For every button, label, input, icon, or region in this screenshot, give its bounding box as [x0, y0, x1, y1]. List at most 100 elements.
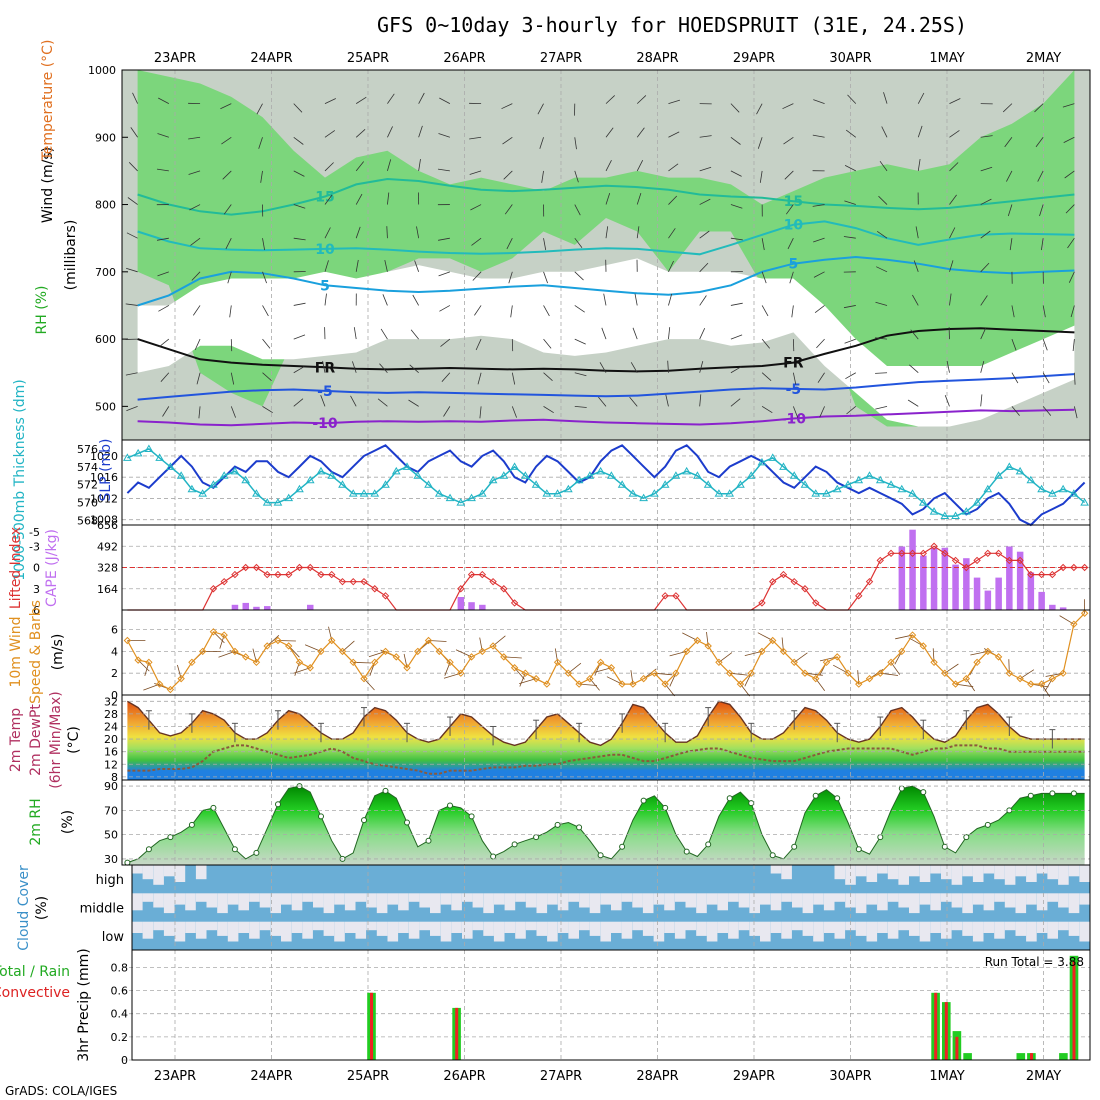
wind-speed-point [209, 628, 218, 636]
wind-barb [1065, 204, 1075, 214]
wind-barb [917, 125, 923, 138]
wind-speed-point [672, 669, 680, 677]
lifted-point [801, 585, 809, 593]
cloud-cell-clear [462, 921, 473, 939]
y-tick-label: 8 [111, 771, 118, 784]
wind-speed-point [564, 669, 573, 677]
cloud-cell-clear [313, 921, 324, 931]
wind-speed-point [198, 647, 207, 656]
thickness-point [348, 489, 358, 497]
wind-speed-point [188, 658, 196, 667]
cloud-cell-clear [600, 893, 611, 905]
thickness-point [929, 507, 939, 515]
wind-barb [761, 338, 771, 349]
wind-speed-point [876, 669, 884, 677]
cloud-cell-clear [1068, 865, 1080, 877]
y-tick-label: 24 [104, 720, 118, 733]
cloud-cell-clear [249, 893, 260, 902]
thickness-point [123, 453, 132, 461]
wind-barb-10m [304, 644, 322, 652]
rh-point [447, 802, 453, 809]
wind-barb [574, 271, 584, 281]
rh-point [1049, 790, 1056, 797]
wind-speed-point [414, 647, 422, 656]
y-tick-label: 1020 [90, 450, 118, 463]
thickness-point [391, 466, 401, 475]
cape-bar [963, 558, 970, 610]
y-tick-label: 164 [97, 583, 118, 596]
cloud-cell-clear [941, 865, 952, 880]
cloud-cell-clear [195, 893, 207, 902]
cloud-cell-clear [930, 865, 941, 874]
cloud-cell-clear [972, 921, 984, 942]
rh-point [490, 853, 497, 860]
cloud-cell-clear [547, 893, 558, 905]
thickness-point [510, 462, 519, 470]
wind-barb [1004, 137, 1013, 148]
isotherm-1 [137, 373, 1075, 401]
wind-barb [125, 267, 138, 273]
cloud-cell-clear [344, 893, 356, 911]
y-tick-label: 328 [97, 562, 118, 575]
lifted-point [231, 570, 239, 579]
wind-barb [127, 197, 138, 205]
wind-speed-point [145, 658, 153, 667]
wind-barb [410, 329, 419, 340]
lifted-point [467, 570, 476, 579]
thickness-point [316, 466, 326, 475]
cloud-cell-clear [579, 893, 590, 908]
cloud-cell-clear [972, 893, 984, 905]
lifted-point [241, 563, 250, 572]
wind-barb [980, 230, 991, 239]
cloud-cell-clear [1004, 921, 1016, 931]
cloud-cell-clear [813, 921, 824, 942]
lifted-point [855, 592, 863, 600]
wind-barb-10m [606, 676, 623, 685]
wind-barb [876, 266, 888, 273]
wind-barb [1042, 338, 1048, 351]
thickness-point [1080, 498, 1089, 506]
cloud-cell-clear [366, 893, 377, 908]
lifted-point [220, 577, 228, 586]
cloud-cell-clear [823, 921, 835, 933]
wind-speed-point [586, 674, 594, 683]
y-tick-label: 0.2 [111, 1031, 129, 1044]
wind-barb [787, 238, 794, 250]
wind-barb [699, 394, 702, 407]
wind-barb [355, 129, 366, 138]
thickness-point [499, 471, 509, 479]
thickness-point [650, 489, 659, 497]
lifted-point [672, 592, 680, 600]
wind-barb [543, 372, 553, 381]
lifted-point [360, 577, 368, 586]
wind-speed-point [328, 636, 336, 645]
lifted-point [263, 570, 271, 579]
cloud-cell-clear [153, 865, 164, 885]
cloud-cell-clear [142, 921, 154, 939]
lifted-point [349, 577, 357, 586]
wind-barb-10m [757, 632, 773, 641]
cloud-cell-clear [877, 865, 888, 874]
cloud-cell-clear [419, 893, 430, 908]
wind-barb [353, 327, 357, 340]
wind-barb-10m [1019, 669, 1035, 679]
wind-barb [980, 394, 983, 407]
wind-barb [322, 360, 326, 373]
cloud-cell-clear [376, 893, 388, 914]
wind-barb [196, 372, 201, 385]
cape-bar [253, 606, 260, 610]
lifted-point [317, 570, 325, 579]
cloud-cell-clear [323, 921, 335, 936]
top-date-labels: 23APR 24APR 25APR 26APR 27APR 28APR 29APR 30APR… [154, 51, 1061, 66]
cloud-cell-clear [525, 921, 537, 931]
wind-barb [812, 134, 825, 138]
wind-speed-point [822, 658, 831, 667]
upper-air-panel: 500 600 700 800 900 1000 -10 -10 -5 -5 FR FR 5 5 10 10 1… [34, 40, 1091, 441]
wind-barb [1011, 406, 1020, 416]
wind-barb [543, 406, 554, 414]
wind-barb [221, 136, 232, 145]
date-label-bottom: 1MAY [929, 1069, 964, 1084]
wind-barb [636, 192, 642, 205]
wind-barb-10m [266, 635, 280, 647]
cloud-cell-clear [195, 921, 207, 939]
